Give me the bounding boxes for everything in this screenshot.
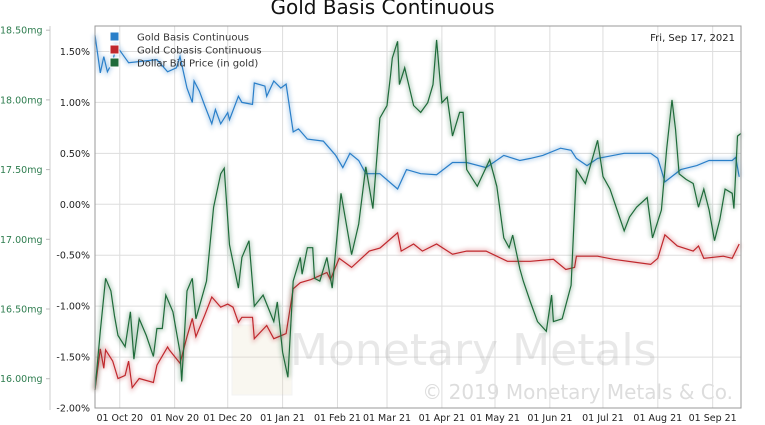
pct-tick-label: 1.50% — [60, 47, 90, 58]
legend-label: Gold Basis Continuous — [137, 33, 249, 44]
y-ticks: -2.00% -1.50% -1.00% -0.50% 0.00% 0.50% 1.00% 1… — [0, 26, 90, 415]
copyright-text: © 2019 Monetary Metals & Co. — [422, 380, 733, 404]
series-line-0 — [94, 35, 740, 190]
date-label: Fri, Sep 17, 2021 — [650, 33, 735, 44]
x-tick-label: 01 Jun 21 — [527, 413, 572, 424]
pct-tick-label: -1.00% — [56, 302, 90, 313]
x-tick-label: 01 Sep 21 — [689, 413, 737, 424]
x-tick-label: 01 Nov 20 — [150, 413, 199, 424]
legend-label: Dollar Bid Price (in gold) — [137, 59, 258, 70]
legend-swatch — [109, 31, 120, 42]
mg-tick-label: 17.50mg — [0, 165, 42, 176]
x-tick-label: 01 May 21 — [470, 413, 520, 424]
plot-border — [94, 25, 742, 409]
x-ticks: 01 Oct 20 01 Nov 20 01 Dec 20 01 Jan 21 01 F… — [96, 413, 736, 424]
mg-tick-label: 17.00mg — [0, 235, 42, 246]
chart-title: Gold Basis Continuous — [270, 0, 495, 19]
watermark: Monetary Metals — [231, 324, 657, 396]
series-lines — [93, 34, 743, 393]
series-line-2 — [94, 39, 742, 390]
pct-tick-label: 0.00% — [60, 200, 90, 211]
legend-label: Gold Cobasis Continuous — [137, 46, 262, 57]
pct-tick-label: -1.50% — [56, 353, 90, 364]
pct-tick-label: 0.50% — [60, 149, 90, 160]
legend-swatch — [109, 44, 120, 55]
series-line-1 — [94, 231, 740, 390]
x-tick-label: 01 Feb 21 — [314, 413, 361, 424]
x-tick-label: 01 Dec 20 — [203, 413, 252, 424]
pct-tick-label: -2.00% — [56, 404, 90, 415]
x-tick-label: 01 Apr 21 — [419, 413, 466, 424]
mg-tick-label: 16.50mg — [0, 305, 42, 316]
pct-tick-label: 1.00% — [60, 98, 90, 109]
x-tick-label: 01 Mar 21 — [363, 413, 411, 424]
x-tick-label: 01 Aug 21 — [633, 413, 682, 424]
mg-tick-label: 16.00mg — [0, 374, 42, 385]
legend-swatch — [109, 57, 120, 68]
mg-tick-label: 18.00mg — [0, 95, 42, 106]
legend: Gold Basis Continuous Gold Cobasis Contin… — [109, 31, 262, 70]
watermark-text: Monetary Metals — [290, 325, 657, 376]
x-tick-label: 01 Jul 21 — [582, 413, 624, 424]
pct-tick-label: -0.50% — [56, 251, 90, 262]
mg-tick-label: 18.50mg — [0, 26, 42, 37]
x-tick-label: 01 Jan 21 — [260, 413, 305, 424]
x-tick-label: 01 Oct 20 — [96, 413, 143, 424]
